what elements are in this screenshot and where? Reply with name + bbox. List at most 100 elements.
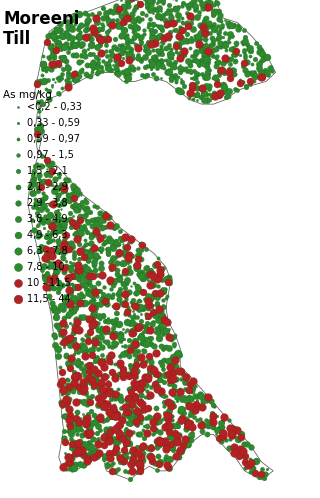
Point bbox=[145, 304, 150, 312]
Point bbox=[58, 53, 63, 61]
Point bbox=[55, 213, 60, 221]
Point bbox=[72, 225, 77, 233]
Point bbox=[111, 320, 116, 328]
Point bbox=[80, 203, 85, 211]
Point bbox=[123, 267, 128, 275]
Point bbox=[192, 0, 197, 4]
Point bbox=[219, 419, 224, 427]
Point bbox=[104, 425, 109, 433]
Point bbox=[97, 312, 102, 320]
Point bbox=[152, 41, 157, 49]
Point bbox=[63, 30, 68, 38]
Point bbox=[128, 45, 133, 53]
Point bbox=[174, 41, 179, 49]
Point bbox=[124, 35, 130, 43]
Point bbox=[121, 268, 126, 276]
Point bbox=[150, 56, 155, 64]
Point bbox=[145, 326, 150, 334]
Point bbox=[58, 20, 63, 28]
Point bbox=[171, 446, 176, 454]
Point bbox=[221, 59, 226, 67]
Point bbox=[230, 51, 235, 59]
Point bbox=[84, 198, 89, 206]
Point bbox=[108, 352, 113, 360]
Point bbox=[36, 221, 41, 229]
Point bbox=[128, 269, 133, 277]
Point bbox=[161, 302, 166, 310]
Point bbox=[213, 73, 218, 81]
Point bbox=[182, 378, 187, 386]
Point bbox=[152, 5, 157, 13]
Point bbox=[137, 461, 142, 469]
Point bbox=[90, 313, 95, 321]
Point bbox=[210, 418, 215, 426]
Point bbox=[134, 362, 139, 370]
Point bbox=[130, 0, 135, 1]
Point bbox=[15, 215, 20, 223]
Point bbox=[165, 32, 171, 40]
Point bbox=[123, 291, 128, 299]
Point bbox=[45, 53, 50, 61]
Point bbox=[70, 16, 75, 24]
Point bbox=[67, 215, 72, 223]
Point bbox=[68, 286, 73, 294]
Point bbox=[162, 402, 167, 410]
Point bbox=[66, 421, 71, 429]
Point bbox=[34, 212, 39, 220]
Point bbox=[161, 344, 166, 352]
Point bbox=[163, 44, 168, 52]
Point bbox=[91, 335, 96, 343]
Point bbox=[90, 216, 95, 224]
Point bbox=[161, 316, 166, 324]
Point bbox=[101, 391, 106, 399]
Point bbox=[115, 303, 120, 311]
Point bbox=[108, 7, 113, 15]
Point bbox=[114, 440, 119, 448]
Point bbox=[109, 317, 114, 325]
Point bbox=[107, 426, 112, 434]
Point bbox=[113, 302, 118, 310]
Point bbox=[63, 326, 68, 334]
Point bbox=[81, 368, 86, 376]
Point bbox=[95, 18, 100, 26]
Point bbox=[94, 61, 99, 69]
Point bbox=[135, 31, 140, 39]
Point bbox=[75, 263, 80, 271]
Point bbox=[73, 382, 78, 390]
Point bbox=[102, 327, 107, 335]
Point bbox=[71, 295, 76, 303]
Point bbox=[62, 293, 68, 301]
Point bbox=[67, 300, 72, 308]
Point bbox=[71, 368, 76, 376]
Point bbox=[133, 356, 138, 364]
Point bbox=[94, 255, 99, 263]
Point bbox=[158, 46, 163, 54]
Point bbox=[49, 65, 54, 73]
Point bbox=[127, 385, 132, 393]
Point bbox=[62, 438, 68, 446]
Point bbox=[122, 19, 127, 27]
Point bbox=[44, 279, 49, 287]
Point bbox=[141, 326, 146, 334]
Point bbox=[117, 50, 122, 58]
Point bbox=[173, 44, 178, 52]
Point bbox=[121, 50, 126, 58]
Point bbox=[209, 0, 214, 8]
Point bbox=[165, 357, 171, 365]
Point bbox=[165, 66, 170, 74]
Point bbox=[175, 16, 180, 24]
Point bbox=[128, 22, 133, 30]
Point bbox=[123, 26, 128, 34]
Point bbox=[92, 446, 97, 454]
Point bbox=[82, 237, 87, 245]
Point bbox=[141, 328, 146, 336]
Point bbox=[78, 437, 83, 445]
Point bbox=[217, 424, 222, 432]
Point bbox=[144, 327, 149, 335]
Point bbox=[201, 397, 206, 405]
Point bbox=[36, 229, 41, 237]
Point bbox=[147, 56, 152, 64]
Point bbox=[211, 423, 216, 431]
Point bbox=[228, 428, 234, 436]
Point bbox=[78, 191, 83, 199]
